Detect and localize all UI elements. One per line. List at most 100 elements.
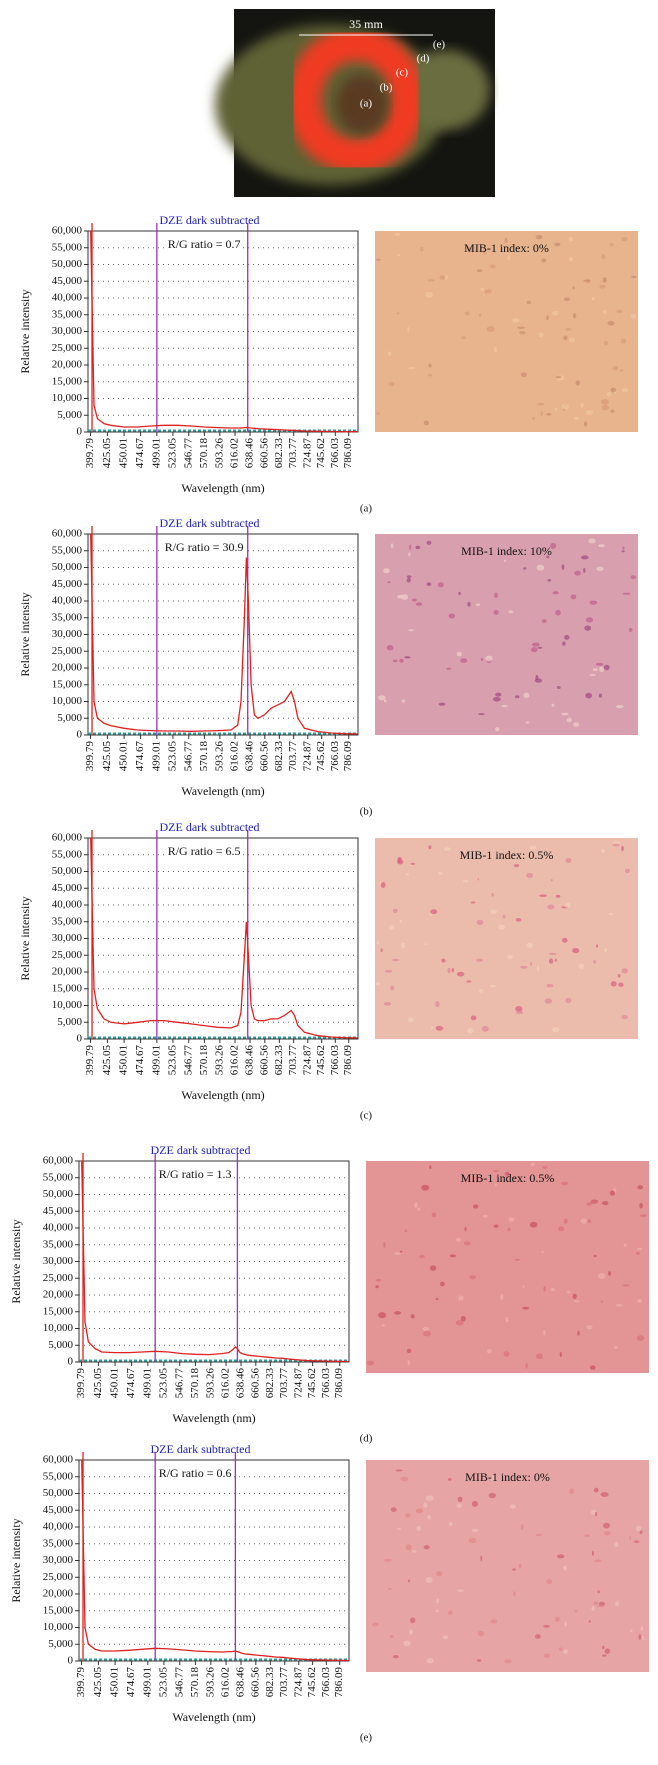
- tissue-speck: [583, 279, 591, 282]
- y-tick-label: 45,000: [43, 1205, 74, 1217]
- x-tick-label: 638.46: [235, 1667, 247, 1698]
- tissue-speck: [535, 1533, 542, 1537]
- x-tick-label: 499.01: [141, 1667, 153, 1697]
- y-tick-label: 50,000: [43, 1487, 74, 1499]
- tissue-speck: [441, 958, 446, 963]
- y-tick-label: 45,000: [52, 882, 83, 894]
- x-tick-label: 682.33: [273, 1045, 285, 1076]
- y-tick-label: 25,000: [43, 1571, 74, 1583]
- tissue-speck: [563, 1649, 569, 1654]
- x-tick-label: 766.03: [329, 1045, 341, 1076]
- x-tick-label: 724.87: [292, 1667, 304, 1698]
- photo-label: (e): [433, 39, 446, 51]
- tissue-speck: [482, 1214, 488, 1218]
- tissue-speck: [621, 845, 624, 852]
- x-tick-label: 474.67: [134, 741, 146, 772]
- tissue-speck: [516, 1010, 524, 1015]
- spectrum-line: [90, 837, 359, 1039]
- tissue-speck: [608, 912, 614, 916]
- photo: 35 mm (a) (b) (c) (d) (e): [215, 9, 495, 197]
- tissue-speck: [515, 918, 522, 922]
- x-tick-label: 399.79: [84, 1045, 96, 1076]
- tissue-speck: [561, 712, 569, 716]
- tissue-speck: [564, 635, 570, 640]
- x-tick-label: 593.26: [204, 1368, 216, 1399]
- tissue-speck: [392, 908, 398, 914]
- tissue-speck: [608, 1271, 611, 1276]
- tissue-speck: [489, 984, 496, 988]
- x-tick-label: 703.77: [278, 1368, 290, 1399]
- tissue-speck: [471, 1500, 478, 1507]
- tissue-speck: [435, 1025, 444, 1031]
- tissue-speck: [408, 1629, 414, 1635]
- tissue-speck: [444, 275, 448, 280]
- x-tick-label: 660.56: [249, 1667, 261, 1698]
- chart-title: DZE dark subtracted: [160, 820, 260, 834]
- histology-label: MIB-1 index: 0.5%: [461, 1171, 555, 1185]
- x-tick-label: 724.87: [301, 438, 313, 469]
- tissue-speck: [525, 721, 530, 724]
- tissue-speck: [423, 420, 430, 426]
- tissue-speck: [530, 1162, 535, 1167]
- x-tick-label: 546.77: [182, 1045, 194, 1076]
- image-background: [375, 838, 638, 1039]
- image-background: [375, 231, 638, 432]
- tissue-speck: [598, 693, 603, 698]
- tissue-speck: [415, 545, 421, 550]
- y-axis-label: Relative intensity: [18, 289, 32, 373]
- tissue-speck: [421, 1184, 430, 1191]
- x-tick-label: 399.79: [75, 1667, 87, 1698]
- annotation: R/G ratio = 0.7: [168, 237, 241, 251]
- tissue-speck: [520, 965, 528, 969]
- annotation: R/G ratio = 1.3: [159, 1167, 232, 1181]
- x-tick-label: 703.77: [287, 741, 299, 772]
- tissue-speck: [585, 617, 594, 623]
- tissue-speck: [559, 1647, 563, 1651]
- tissue-speck: [476, 958, 483, 962]
- tissue-speck: [639, 1214, 648, 1217]
- x-tick-label: 638.46: [235, 1368, 247, 1399]
- annotation-bg: [156, 1166, 234, 1181]
- tissue-speck: [585, 410, 594, 415]
- tissue-speck: [446, 667, 452, 670]
- x-tick-label: 786.09: [333, 1667, 345, 1698]
- y-tick-label: 25,000: [52, 645, 83, 657]
- x-axis-label: Wavelength (nm): [172, 1411, 255, 1425]
- y-tick-label: 55,000: [43, 1470, 74, 1482]
- tissue-speck: [467, 601, 471, 607]
- tissue-speck: [435, 1001, 440, 1008]
- x-tick-label: 570.18: [198, 741, 210, 772]
- tissue-speck: [603, 664, 610, 671]
- tissue-speck: [618, 982, 624, 987]
- panel-label: (e): [360, 1732, 373, 1744]
- scale-label: 35 mm: [349, 17, 383, 31]
- tissue-speck: [406, 1348, 412, 1354]
- tissue-speck: [544, 998, 552, 1004]
- tissue-speck: [410, 1617, 416, 1624]
- x-tick-label: 682.33: [273, 438, 285, 469]
- tissue-speck: [440, 1281, 445, 1287]
- histology-image: MIB-1 index: 0.5%: [366, 1161, 649, 1373]
- tissue-speck: [621, 550, 625, 553]
- tissue-speck: [486, 326, 495, 332]
- y-tick-label: 5,000: [57, 409, 82, 421]
- tissue-speck: [396, 312, 400, 315]
- tissue-speck: [469, 1275, 477, 1280]
- tissue-speck: [565, 997, 572, 1004]
- tissue-speck: [547, 578, 552, 582]
- tissue-speck: [476, 269, 483, 273]
- tissue-speck: [387, 581, 391, 584]
- x-tick-label: 499.01: [150, 438, 162, 468]
- tissue-speck: [388, 351, 392, 356]
- y-tick-label: 45,000: [52, 578, 83, 590]
- tissue-speck: [637, 1185, 644, 1190]
- x-tick-label: 766.03: [320, 1667, 332, 1698]
- photo-label: (b): [380, 82, 393, 94]
- tissue-speck: [512, 1568, 516, 1571]
- tissue-speck: [405, 873, 409, 876]
- tissue-speck: [621, 968, 628, 974]
- tissue-speck: [563, 297, 571, 302]
- tissue-speck: [604, 1648, 611, 1654]
- fluorescence-ring: [287, 27, 425, 173]
- tissue-speck: [507, 1227, 511, 1232]
